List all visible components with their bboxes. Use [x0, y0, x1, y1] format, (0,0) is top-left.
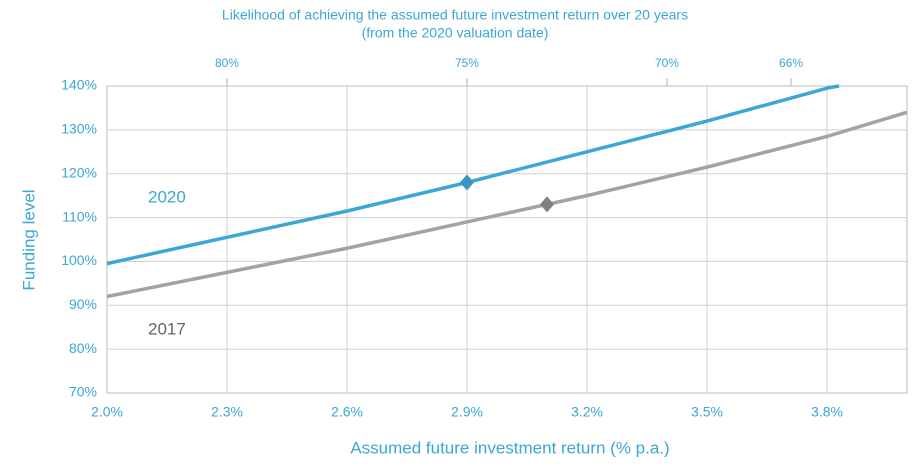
y-tick-label: 80%: [69, 340, 97, 356]
top-tick-label: 66%: [779, 56, 803, 70]
x-axis-title: Assumed future investment return (% p.a.…: [350, 438, 669, 457]
series-line: [106, 110, 908, 299]
x-tick-label: 3.5%: [691, 404, 723, 420]
y-tick-label: 110%: [62, 208, 97, 224]
series-line: [106, 84, 840, 266]
marker: [540, 196, 554, 213]
y-tick-label: 130%: [61, 121, 97, 137]
y-tick-label: 90%: [69, 296, 97, 312]
x-tick-label: 2.3%: [211, 404, 243, 420]
plot-frame: [106, 85, 908, 394]
y-tick-label: 70%: [69, 384, 97, 400]
chart-title: Likelihood of achieving the assumed futu…: [222, 7, 688, 23]
x-tick-label: 3.2%: [571, 404, 603, 420]
x-tick-label: 3.8%: [811, 404, 843, 420]
y-tick-label: 140%: [61, 77, 97, 93]
marker: [460, 174, 474, 191]
top-tick-label: 80%: [215, 56, 239, 70]
series-label: 2020: [148, 187, 186, 206]
y-axis-title: Funding level: [19, 189, 38, 290]
x-tick-label: 2.0%: [91, 404, 123, 420]
x-tick-label: 2.6%: [331, 404, 363, 420]
chart-subtitle: (from the 2020 valuation date): [362, 25, 549, 41]
y-tick-label: 100%: [61, 252, 97, 268]
y-tick-label: 120%: [61, 164, 97, 180]
top-tick-label: 75%: [455, 56, 479, 70]
top-tick-label: 70%: [655, 56, 679, 70]
x-tick-label: 2.9%: [451, 404, 483, 420]
series-label: 2017: [148, 319, 186, 338]
